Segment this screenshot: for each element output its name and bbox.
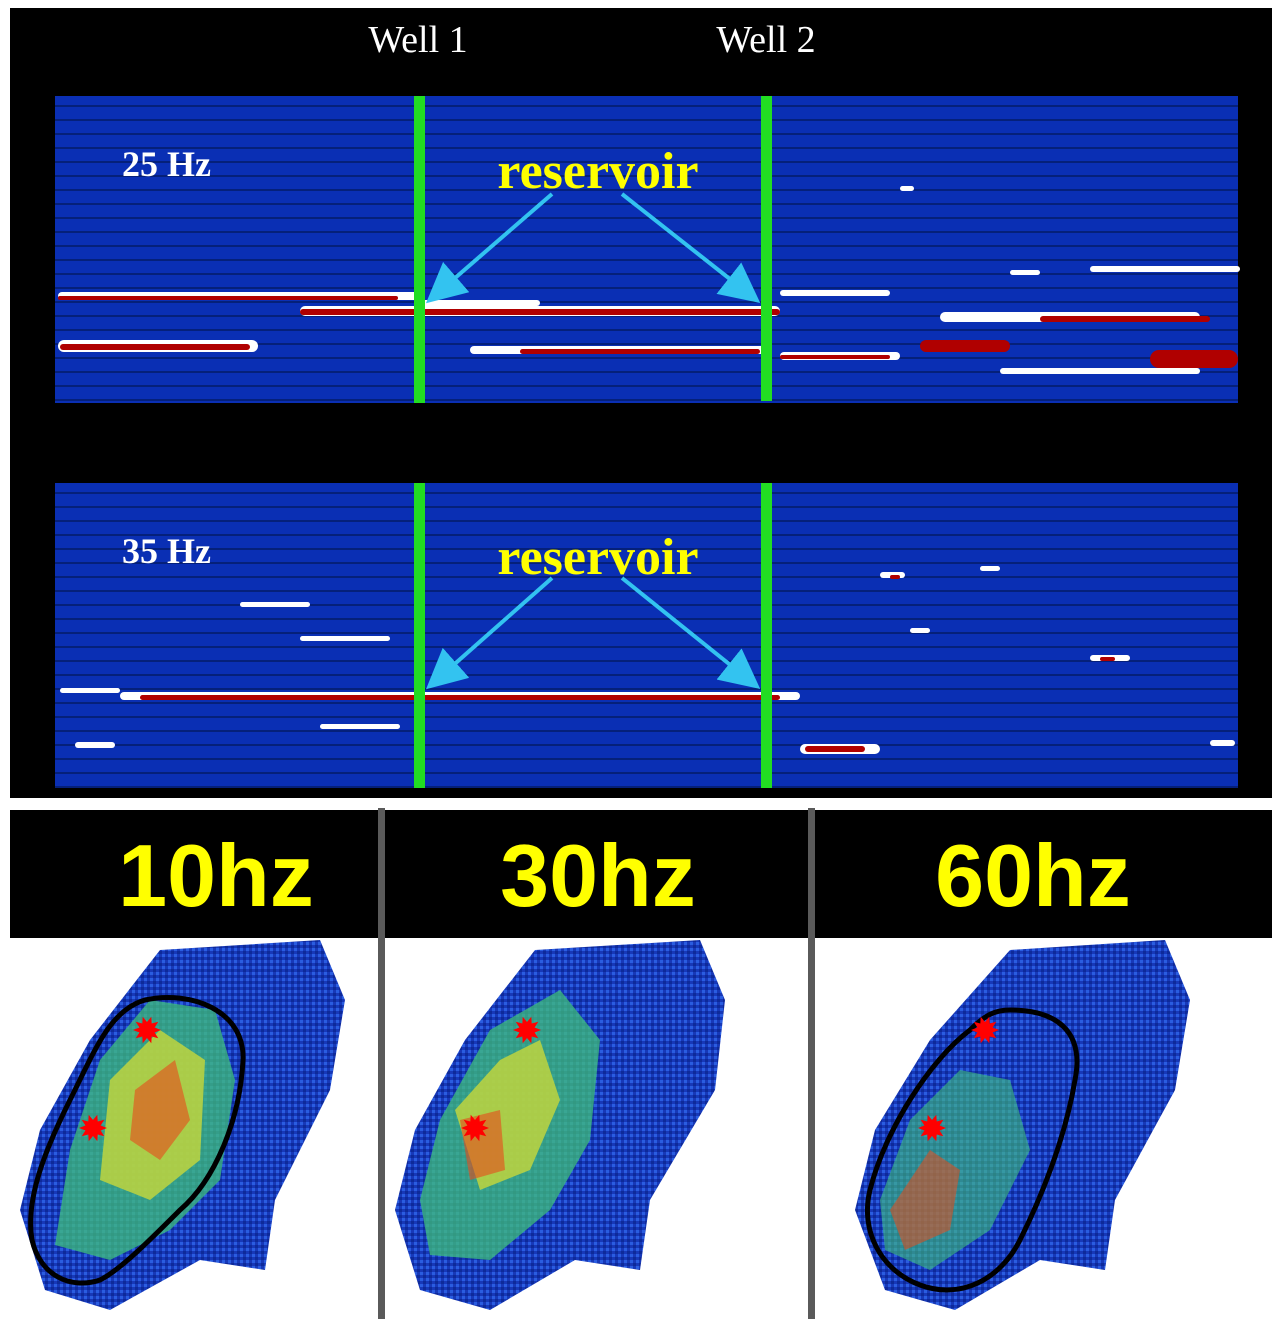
map-panel-60hz: 60hz [815, 810, 1272, 1310]
reservoir-outline [28, 995, 246, 1286]
arrow-icon [620, 192, 761, 303]
well-2-label: Well 2 [716, 19, 815, 61]
well-1-line [414, 483, 425, 788]
well-marker-star-icon [513, 1016, 541, 1044]
panel-divider [378, 808, 385, 1319]
attribute-map [855, 940, 1190, 1310]
reservoir-label: reservoir [497, 529, 698, 586]
well-marker-star-icon [918, 1114, 946, 1142]
seismic-section-35hz: 35 Hz reservoir [55, 483, 1238, 788]
well-marker-star-icon [133, 1016, 161, 1044]
map-frequency-label: 30hz [500, 826, 696, 925]
frequency-label: 25 Hz [122, 144, 211, 184]
map-frequency-label: 60hz [935, 826, 1131, 925]
well-marker-star-icon [461, 1114, 489, 1142]
map-panel-10hz: 10hz [10, 810, 378, 1310]
attribute-map [20, 940, 345, 1310]
arrow-icon [425, 192, 554, 304]
well-marker-star-icon [79, 1114, 107, 1142]
arrow-icon [426, 576, 554, 690]
reservoir-label: reservoir [497, 143, 698, 200]
reservoir-outline [864, 1007, 1080, 1293]
map-header [385, 810, 808, 938]
seismic-section-25hz: 25 Hz reservoir [55, 96, 1240, 403]
frequency-label: 35 Hz [122, 531, 211, 571]
well-1-label: Well 1 [368, 19, 467, 61]
panel-divider [808, 808, 815, 1319]
map-header [10, 810, 378, 938]
attribute-map [395, 940, 725, 1310]
map-frequency-label: 10hz [118, 826, 314, 925]
map-header [815, 810, 1272, 938]
well-2-line [761, 483, 772, 788]
well-1-line [414, 96, 425, 403]
well-2-line [761, 96, 772, 401]
well-marker-star-icon [971, 1016, 999, 1044]
map-panel-30hz: 30hz [385, 810, 808, 1310]
arrow-icon [620, 576, 761, 690]
